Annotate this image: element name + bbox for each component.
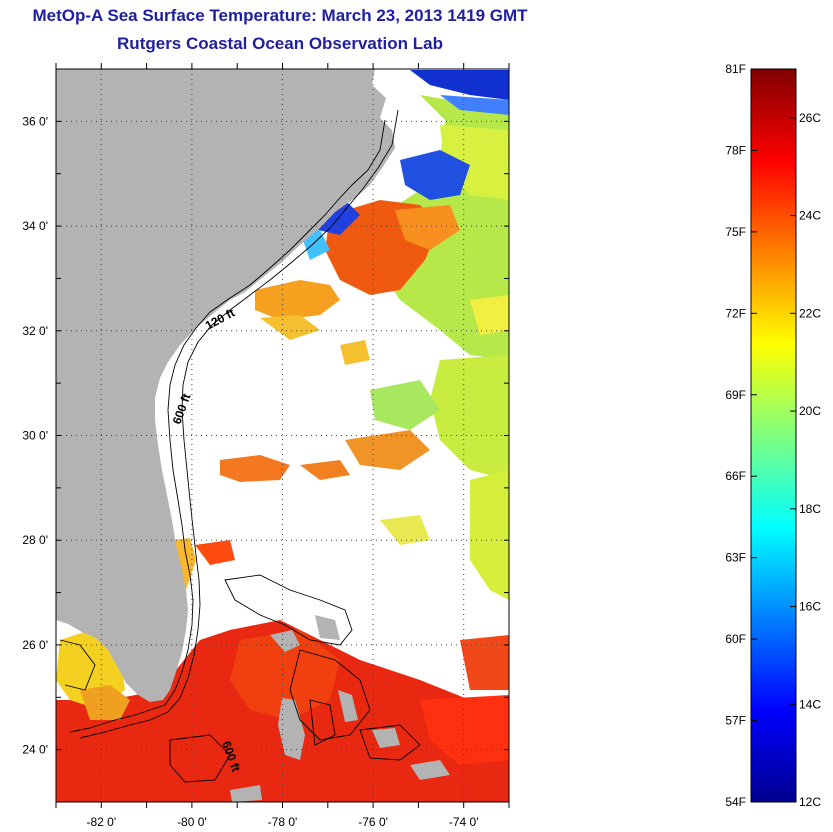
colorbar-f-label: 72F bbox=[725, 306, 746, 320]
colorbar: 81F 78F 75F 72F 69F 66F 63F 60F 57F 54F 26C 24C 22C 2… bbox=[725, 62, 821, 809]
colorbar-c-label: 20C bbox=[799, 404, 821, 418]
colorbar-f-label: 81F bbox=[725, 62, 746, 76]
lat-tick-label: 36 0' bbox=[22, 114, 48, 128]
lon-tick-label: -74 0' bbox=[449, 815, 479, 829]
lat-tick-label: 34 0' bbox=[22, 219, 48, 233]
colorbar-f-label: 57F bbox=[725, 714, 746, 728]
colorbar-f-label: 63F bbox=[725, 551, 746, 565]
lat-tick-label: 32 0' bbox=[22, 324, 48, 338]
map-graticule bbox=[56, 69, 509, 802]
map-subtitle: Rutgers Coastal Ocean Observation Lab bbox=[117, 34, 443, 53]
colorbar-f-label: 66F bbox=[725, 469, 746, 483]
map-axes: 36 0' 34 0' 32 0' 30 0' 28 0' 26 0' 24 0' -82 0… bbox=[22, 63, 510, 829]
colorbar-f-label: 69F bbox=[725, 388, 746, 402]
map-title: MetOp-A Sea Surface Temperature: March 2… bbox=[32, 6, 528, 25]
colorbar-c-label: 22C bbox=[799, 306, 821, 320]
isobath-contours bbox=[59, 109, 421, 783]
colorbar-c-label: 14C bbox=[799, 697, 821, 711]
lon-tick-label: -82 0' bbox=[86, 815, 116, 829]
colorbar-c-label: 12C bbox=[799, 795, 821, 809]
land-layer bbox=[56, 69, 450, 802]
colorbar-ticks: 81F 78F 75F 72F 69F 66F 63F 60F 57F 54F 26C 24C 22C 2… bbox=[725, 62, 821, 809]
colorbar-f-label: 60F bbox=[725, 632, 746, 646]
lat-tick-label: 24 0' bbox=[22, 743, 48, 757]
lat-tick-label: 26 0' bbox=[22, 638, 48, 652]
colorbar-f-label: 78F bbox=[725, 143, 746, 157]
map-area bbox=[56, 69, 509, 802]
colorbar-c-label: 24C bbox=[799, 209, 821, 223]
lon-tick-label: -80 0' bbox=[177, 815, 207, 829]
lon-tick-label: -76 0' bbox=[358, 815, 388, 829]
lat-tick-label: 28 0' bbox=[22, 533, 48, 547]
lon-tick-label: -78 0' bbox=[268, 815, 298, 829]
lat-tick-label: 30 0' bbox=[22, 429, 48, 443]
colorbar-f-label: 75F bbox=[725, 225, 746, 239]
colorbar-f-label: 54F bbox=[725, 795, 746, 809]
colorbar-gradient bbox=[750, 68, 797, 803]
colorbar-c-label: 18C bbox=[799, 502, 821, 516]
colorbar-c-label: 16C bbox=[799, 600, 821, 614]
colorbar-c-label: 26C bbox=[799, 111, 821, 125]
